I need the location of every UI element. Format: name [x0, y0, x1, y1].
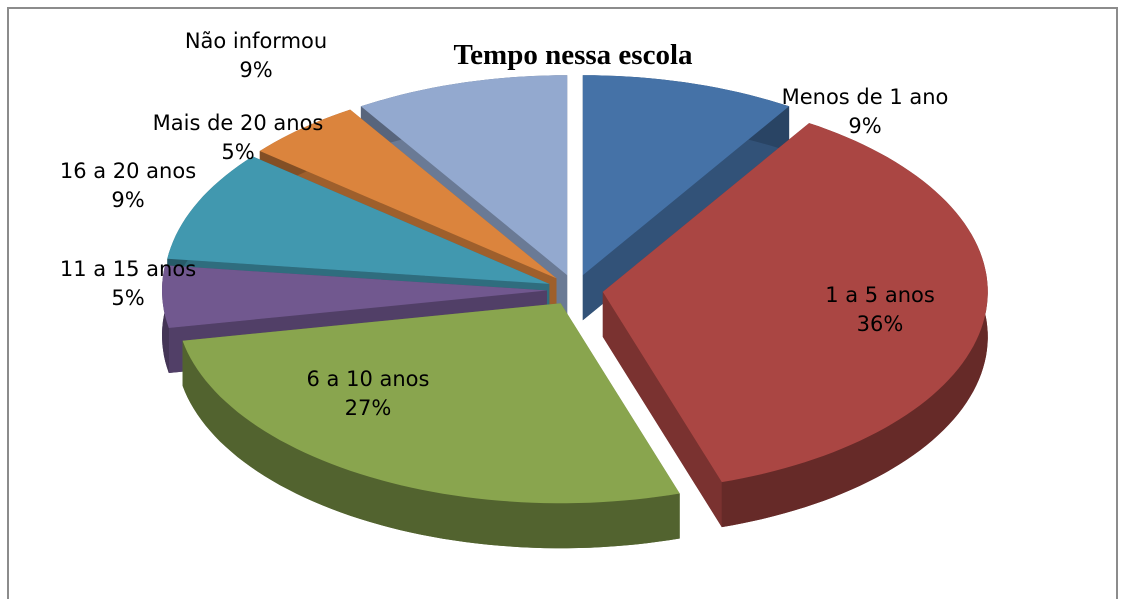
data-label-category: Menos de 1 ano	[782, 85, 949, 109]
data-label-category: 1 a 5 anos	[825, 283, 935, 307]
data-label: Não informou 9%	[185, 29, 327, 82]
slice	[602, 123, 988, 483]
slice	[259, 109, 557, 279]
data-label-category: 16 a 20 anos	[60, 159, 196, 183]
slice	[182, 303, 680, 504]
data-label: 11 a 15 anos 5%	[60, 257, 196, 310]
data-label-value: 5%	[111, 286, 144, 310]
data-label-category: 6 a 10 anos	[307, 367, 430, 391]
slice-radial-wall	[602, 291, 722, 528]
data-label-value: 27%	[345, 396, 392, 420]
data-label-value: 9%	[848, 114, 881, 138]
data-label-category: Mais de 20 anos	[153, 111, 324, 135]
data-label-value: 36%	[857, 312, 904, 336]
data-label: Mais de 20 anos 5%	[153, 111, 324, 164]
slice	[360, 75, 568, 276]
data-label-category: 11 a 15 anos	[60, 257, 196, 281]
data-label-value: 9%	[239, 58, 272, 82]
data-label: 1 a 5 anos 36%	[825, 283, 935, 336]
data-label: 6 a 10 anos 27%	[307, 367, 430, 420]
data-label-value: 9%	[111, 188, 144, 212]
slice	[582, 75, 790, 276]
data-label: Menos de 1 ano 9%	[782, 85, 949, 138]
slice	[162, 265, 547, 328]
labels: Menos de 1 ano 9% 1 a 5 anos 36% 6 a 10 anos…	[60, 29, 949, 420]
data-label-value: 5%	[221, 140, 254, 164]
data-label: 16 a 20 anos 9%	[60, 159, 196, 212]
slice-outer-wall	[182, 340, 680, 549]
data-label-category: Não informou	[185, 29, 327, 53]
pie	[162, 75, 988, 549]
chart-title: Tempo nessa escola	[454, 39, 693, 71]
slice	[167, 156, 550, 284]
